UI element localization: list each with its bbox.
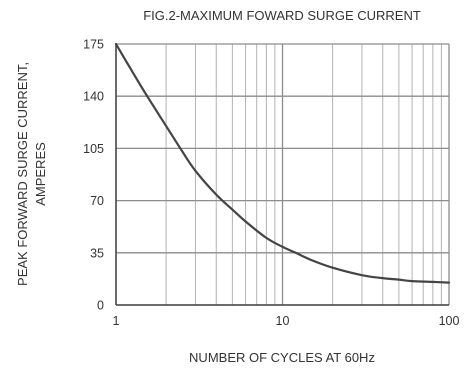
y-tick-label: 0 bbox=[97, 299, 104, 313]
series-layer bbox=[114, 42, 451, 284]
chart-title: FIG.2-MAXIMUM FOWARD SURGE CURRENT bbox=[143, 8, 421, 23]
x-tick-label: 1 bbox=[113, 314, 120, 328]
grid bbox=[115, 43, 450, 306]
y-tick-label: 35 bbox=[90, 246, 104, 260]
y-tick-label: 105 bbox=[83, 142, 104, 156]
y-tick-label: 70 bbox=[90, 194, 104, 208]
y-tick-label: 175 bbox=[83, 38, 104, 52]
y-axis-label-line-1: PEAK FORWARD SURGE CURRENT, bbox=[15, 62, 30, 286]
axis-frame bbox=[115, 44, 449, 306]
x-tick-label: 100 bbox=[439, 314, 460, 328]
x-axis-label: NUMBER OF CYCLES AT 60Hz bbox=[189, 350, 375, 365]
x-tick-label: 10 bbox=[276, 314, 290, 328]
tick-labels: 0 35 70 105 140 175 1 10 100 bbox=[83, 38, 459, 329]
y-axis-label-line-2: AMPERES bbox=[33, 142, 48, 206]
surge-current-curve bbox=[114, 42, 451, 284]
y-tick-label: 140 bbox=[83, 90, 104, 104]
